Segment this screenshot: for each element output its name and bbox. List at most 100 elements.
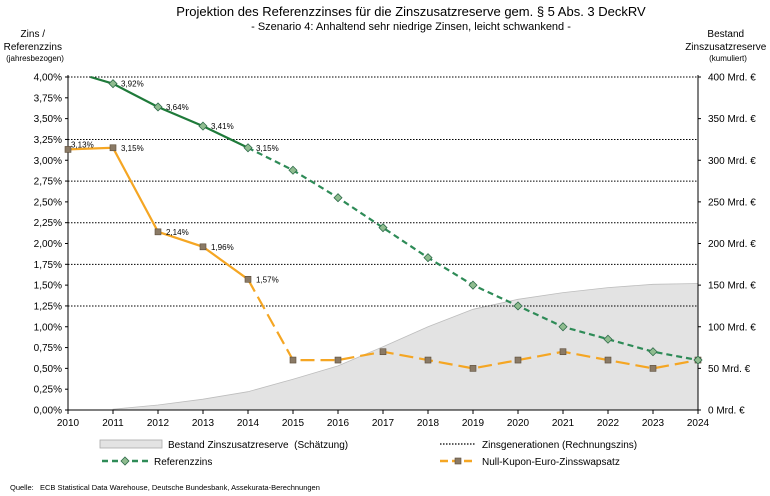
reserve-area-layer (112, 283, 699, 411)
y-tick-label-left-13: 3,25% (34, 135, 62, 146)
swap-label-2010: 3,13% (71, 140, 94, 149)
y-tick-label-right-0: 0 Mrd. € (708, 406, 745, 417)
ref-marker-2024 (693, 355, 703, 365)
swap-marker-2019 (469, 365, 477, 372)
y-tick-label-right-5: 250 Mrd. € (708, 197, 756, 208)
x-tick-label-10: 2020 (507, 418, 530, 429)
data-labels: 3,92% 3,64% 3,41% 3,15% 3,13% 3,15% 2,14% 1,96%… (71, 80, 279, 285)
swap-marker-2020 (514, 356, 522, 364)
y-tick-label-left-12: 3,00% (34, 156, 62, 167)
y-axis-left-label: Zins / Referenzzins (jahresbezogen) (4, 24, 67, 63)
swap-marker-2016 (334, 356, 342, 364)
swap-line-solid (67, 146, 249, 281)
swap-marker-2022 (604, 356, 612, 364)
swap-marker-2013 (199, 243, 207, 251)
x-tick-label-4: 2014 (237, 418, 260, 429)
ref-marker-2022 (603, 334, 613, 344)
y-tick-label-left-5: 1,25% (34, 301, 62, 312)
axes (65, 75, 701, 414)
y-tick-label-left-16: 4,00% (34, 73, 62, 84)
y-axis-right-label-line3: (kumuliert) (709, 54, 747, 63)
x-tick-label-5: 2015 (282, 418, 305, 429)
y-tick-label-left-7: 1,75% (34, 260, 62, 271)
y-tick-label-right-7: 350 Mrd. € (708, 114, 756, 125)
y-tick-label-left-9: 2,25% (34, 218, 62, 229)
y-axis-right-label-line2: Zinszusatzreserve (685, 42, 767, 53)
legend-area-swatch (99, 439, 163, 449)
x-tick-label-3: 2013 (192, 418, 215, 429)
y-axis-right-label: Bestand Zinszusatzreserve (kumuliert) (685, 24, 770, 63)
y-tick-label-left-11: 2,75% (34, 177, 62, 188)
chart-title: Projektion des Referenzzinses für die Zi… (176, 4, 646, 19)
x-tick-label-11: 2021 (552, 418, 575, 429)
y-tick-label-right-2: 100 Mrd. € (708, 322, 756, 333)
swap-marker-2012 (154, 228, 162, 236)
ref-marker-2011 (108, 79, 118, 89)
y-tick-label-left-6: 1,50% (34, 281, 62, 292)
y-tick-label-right-3: 150 Mrd. € (708, 281, 756, 292)
ref-label-2014: 3,15% (256, 144, 279, 153)
x-tick-label-13: 2023 (642, 418, 665, 429)
swap-marker-2018 (424, 356, 432, 364)
y-tick-label-left-4: 1,00% (34, 322, 62, 333)
y-axis-left-label-line1: Zins / (21, 29, 46, 40)
x-tick-label-2: 2012 (147, 418, 170, 429)
legend-orange-marker (454, 457, 462, 465)
ref-marker-2017 (378, 223, 388, 233)
ref-line-solid (90, 75, 249, 149)
swap-marker-2015 (289, 356, 297, 364)
legend: Bestand Zinszusatzreserve (Schätzung) Zi… (99, 439, 637, 468)
series-markers (64, 79, 703, 372)
legend-green-marker (120, 456, 130, 466)
legend-area-label: Bestand Zinszusatzreserve (Schätzung) (168, 440, 348, 451)
swap-line-dashed (247, 278, 699, 370)
swap-marker-2021 (559, 348, 567, 356)
y-axis-right-label-line1: Bestand (707, 29, 744, 40)
y-tick-label-left-3: 0,75% (34, 343, 62, 354)
ref-marker-2018 (423, 253, 433, 263)
ref-marker-2016 (333, 193, 343, 203)
y-axis-left-label-line2: Referenzzins (4, 42, 62, 53)
x-tick-label-8: 2018 (417, 418, 440, 429)
ref-label-2011: 3,92% (121, 80, 144, 89)
ref-marker-2012 (153, 102, 163, 112)
y-tick-label-left-14: 3,50% (34, 114, 62, 125)
x-tick-label-14: 2024 (687, 418, 710, 429)
ref-marker-2019 (468, 280, 478, 290)
ref-marker-2014 (243, 143, 253, 153)
x-tick-label-12: 2022 (597, 418, 620, 429)
y-tick-label-left-8: 2,00% (34, 239, 62, 250)
ref-marker-2021 (558, 322, 568, 332)
y-tick-label-left-15: 3,75% (34, 93, 62, 104)
swap-marker-2010 (64, 146, 72, 153)
swap-label-2012: 2,14% (166, 228, 189, 237)
source-note: Quelle: ECB Statistical Data Warehouse, … (10, 483, 320, 492)
ref-marker-2015 (288, 165, 298, 175)
ref-label-2013: 3,41% (211, 122, 234, 131)
swap-label-2013: 1,96% (211, 243, 234, 252)
chart-subtitle: - Szenario 4: Anhaltend sehr niedrige Zi… (251, 21, 571, 33)
y-tick-label-left-10: 2,50% (34, 197, 62, 208)
y-tick-label-right-4: 200 Mrd. € (708, 239, 756, 250)
y-tick-label-right-6: 300 Mrd. € (708, 156, 756, 167)
legend-green-label: Referenzzins (154, 457, 212, 468)
ref-marker-2023 (648, 347, 658, 357)
x-tick-label-7: 2017 (372, 418, 395, 429)
swap-marker-2023 (649, 365, 657, 372)
swap-label-2014: 1,57% (256, 275, 279, 284)
reserve-area (112, 283, 699, 411)
y-tick-label-left-1: 0,25% (34, 385, 62, 396)
ref-marker-2013 (198, 121, 208, 131)
x-tick-label-0: 2010 (57, 418, 80, 429)
y-tick-label-right-1: 50 Mrd. € (708, 364, 751, 375)
x-tick-label-1: 2011 (102, 418, 124, 429)
legend-dotted-label: Zinsgenerationen (Rechnungszins) (482, 440, 637, 451)
rechnungszins-lines (68, 76, 698, 307)
ref-label-2012: 3,64% (166, 103, 189, 112)
tick-labels: 0,00% 0,25% 0,50% 0,75% 1,00% 1,25% 1,50% 1,75%… (34, 73, 757, 430)
y-tick-label-left-2: 0,50% (34, 364, 62, 375)
y-tick-label-left-0: 0,00% (34, 406, 62, 417)
x-tick-label-9: 2019 (462, 418, 485, 429)
swap-label-2011: 3,15% (121, 144, 144, 153)
